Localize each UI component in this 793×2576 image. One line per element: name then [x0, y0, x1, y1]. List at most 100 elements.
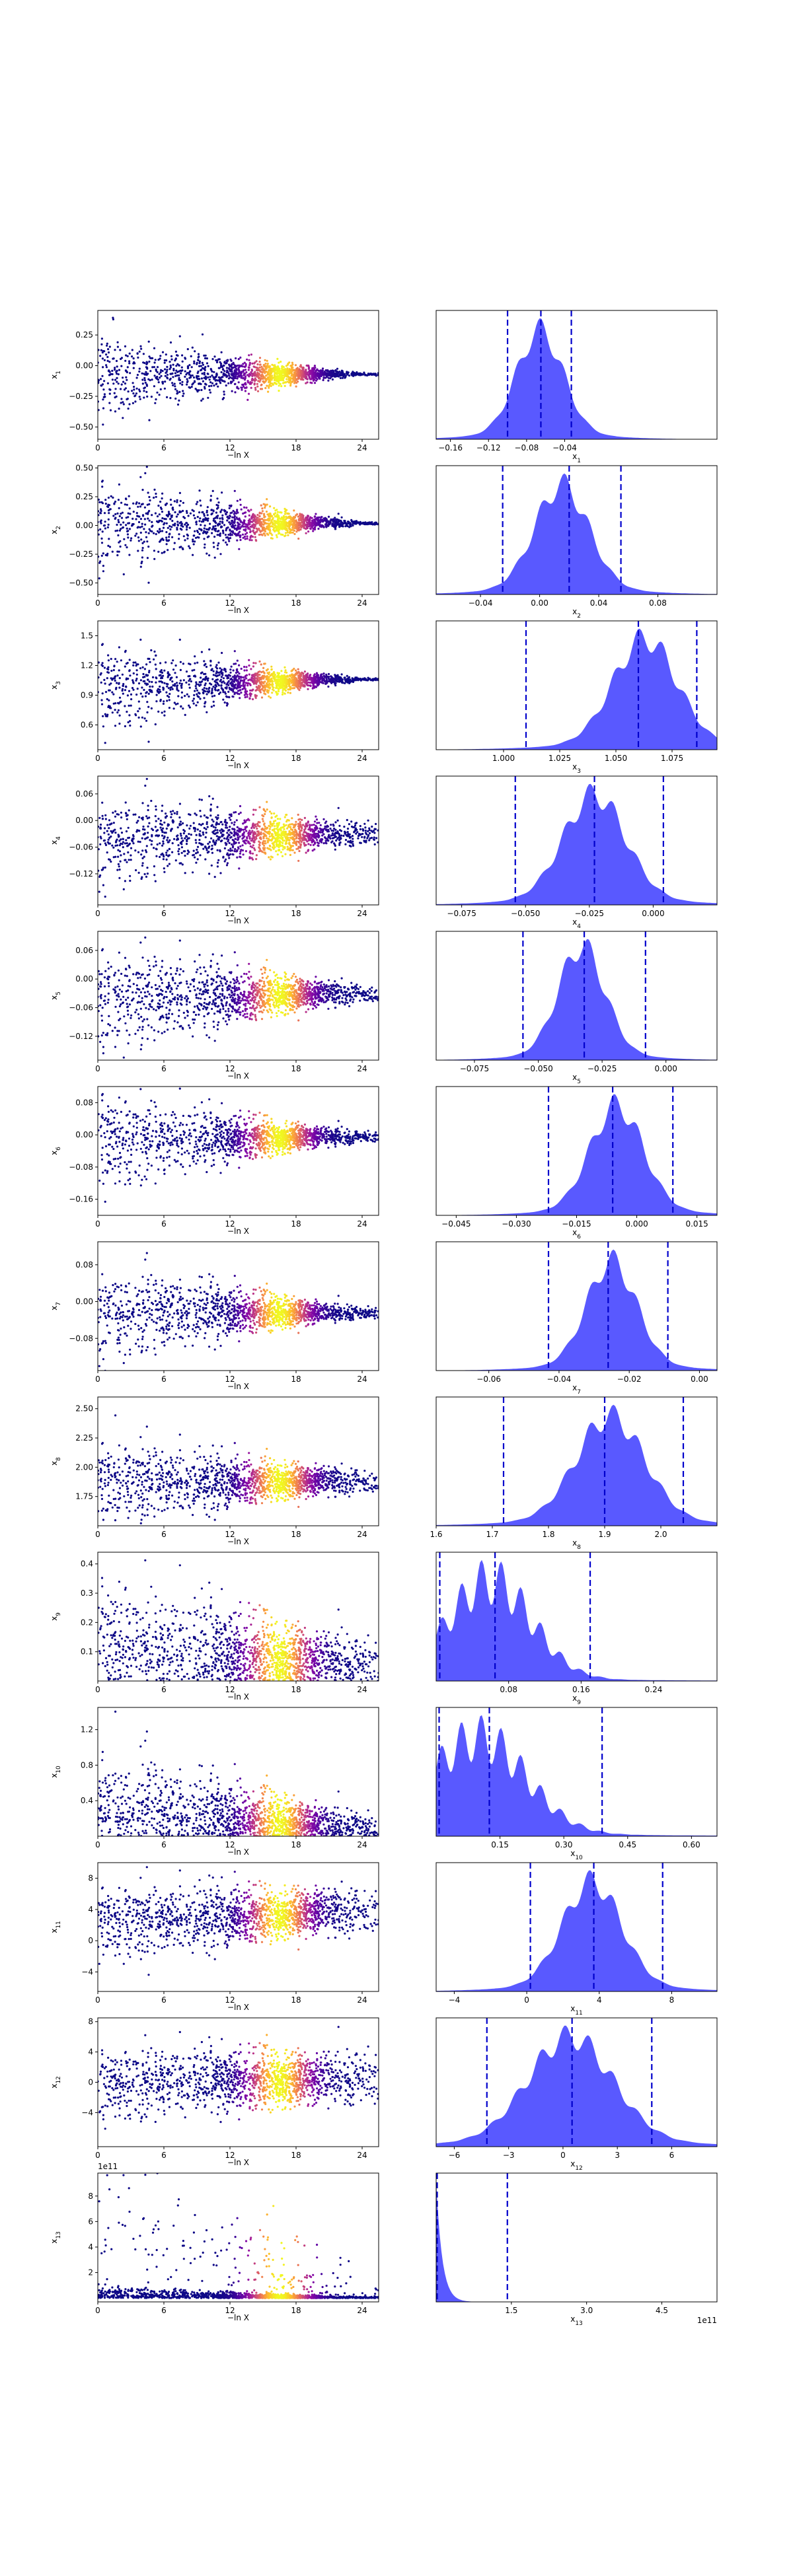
scatter-point	[157, 531, 160, 534]
scatter-point	[173, 524, 176, 526]
scatter-point	[139, 526, 141, 529]
scatter-point	[370, 836, 373, 840]
scatter-point	[116, 523, 118, 526]
scatter-point	[277, 675, 280, 678]
scatter-point	[169, 525, 171, 528]
scatter-point	[180, 523, 183, 526]
scatter-point	[236, 386, 239, 389]
scatter-point	[157, 378, 159, 381]
scatter-point	[200, 377, 203, 380]
scatter-point	[198, 696, 200, 698]
scatter-point	[204, 354, 207, 357]
scatter-point	[346, 679, 348, 682]
scatter-point	[142, 680, 145, 683]
scatter-point	[225, 695, 228, 698]
scatter-point	[100, 537, 103, 540]
scatter-point	[302, 378, 305, 381]
scatter-point	[145, 536, 148, 538]
scatter-point	[248, 664, 250, 667]
scatter-point	[261, 685, 264, 688]
scatter-point	[268, 515, 270, 518]
scatter-point	[238, 530, 241, 533]
scatter-point	[268, 386, 270, 389]
scatter-point	[116, 682, 118, 684]
scatter-point	[215, 359, 217, 362]
scatter-point	[295, 530, 298, 533]
scatter-point	[234, 391, 237, 394]
scatter-point	[252, 688, 254, 691]
scatter-point	[169, 678, 172, 681]
scatter-point	[186, 381, 188, 384]
scatter-point	[301, 517, 305, 519]
scatter-point	[136, 374, 139, 376]
scatter-point	[126, 398, 128, 401]
scatter-point	[252, 675, 254, 678]
scatter-point	[168, 696, 170, 698]
scatter-point	[335, 676, 338, 678]
scatter-point	[227, 367, 230, 370]
scatter-point	[289, 369, 293, 371]
scatter-point	[162, 526, 165, 529]
scatter-point	[146, 711, 149, 714]
scatter-point	[283, 520, 285, 522]
scatter-point	[283, 692, 286, 695]
scatter-point	[248, 538, 251, 541]
scatter-point	[288, 376, 291, 379]
scatter-point	[144, 373, 147, 376]
scatter-point	[248, 382, 251, 385]
scatter-point	[134, 661, 137, 664]
scatter-point	[145, 663, 148, 666]
scatter-point	[174, 703, 177, 705]
scatter-point	[215, 670, 218, 673]
scatter-point	[330, 369, 332, 373]
scatter-point	[270, 668, 273, 670]
scatter-point	[245, 528, 247, 530]
scatter-point	[222, 689, 225, 692]
scatter-point	[218, 674, 221, 676]
scatter-point	[307, 364, 310, 367]
scatter-point	[169, 361, 171, 363]
scatter-point	[364, 374, 367, 376]
scatter-point	[261, 851, 264, 853]
scatter-point	[254, 682, 257, 684]
scatter-point	[161, 671, 164, 674]
scatter-point	[155, 495, 157, 498]
scatter-point	[148, 510, 151, 513]
scatter-point	[126, 842, 128, 845]
scatter-point	[100, 672, 102, 675]
scatter-point	[165, 816, 167, 819]
scatter-point	[199, 698, 202, 700]
scatter-point	[166, 685, 169, 688]
scatter-point	[246, 537, 248, 540]
scatter-point	[215, 664, 218, 666]
scatter-point	[146, 503, 149, 506]
scatter-point	[116, 380, 118, 383]
scatter-point	[111, 378, 114, 381]
scatter-point	[318, 376, 321, 379]
scatter-point	[128, 528, 131, 530]
scatter-point	[156, 515, 159, 518]
scatter-point	[176, 688, 178, 691]
scatter-point	[135, 532, 138, 535]
scatter-point	[238, 371, 241, 373]
scatter-point	[288, 526, 291, 530]
scatter-point	[221, 522, 224, 524]
scatter-point	[139, 667, 142, 670]
scatter-point	[242, 676, 245, 679]
scatter-point	[107, 348, 110, 351]
scatter-point	[273, 381, 276, 384]
scatter-point	[267, 838, 270, 840]
scatter-point	[112, 496, 114, 499]
scatter-point	[318, 682, 321, 685]
scatter-point	[225, 670, 227, 673]
scatter-point	[295, 372, 299, 375]
scatter-point	[239, 538, 242, 542]
scatter-point	[327, 379, 330, 382]
scatter-point	[289, 515, 291, 518]
scatter-point	[338, 843, 341, 846]
scatter-point	[107, 351, 110, 354]
scatter-point	[275, 687, 278, 690]
scatter-point	[212, 686, 215, 688]
scatter-point	[283, 666, 286, 669]
scatter-point	[250, 679, 252, 682]
